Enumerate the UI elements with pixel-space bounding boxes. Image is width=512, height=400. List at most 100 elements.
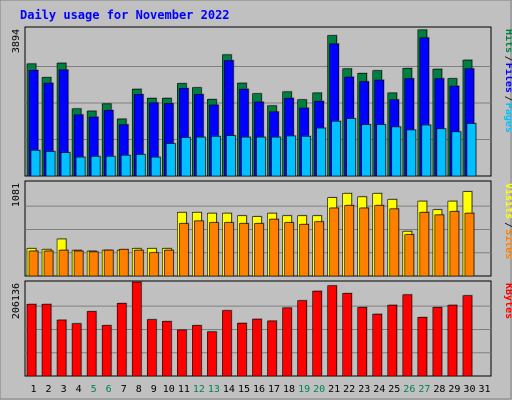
bar-pages-day-10 xyxy=(165,143,176,177)
bar-sites-day-12 xyxy=(194,220,204,277)
bar-pages-day-11 xyxy=(181,137,191,177)
bar-pages-day-23 xyxy=(361,124,372,177)
bar-pages-day-19 xyxy=(301,136,311,177)
bar-sites-day-25 xyxy=(389,208,400,277)
x-tick-label-day-20: 20 xyxy=(313,384,325,395)
legend: Visits /Sites xyxy=(503,183,512,259)
bar-sites-day-5 xyxy=(88,251,99,277)
x-tick-label-day-11: 11 xyxy=(178,384,190,395)
legend-visits: Visits xyxy=(503,183,512,219)
bar-pages-day-21 xyxy=(331,120,341,177)
bar-kbytes-day-6 xyxy=(101,325,112,377)
bar-kbytes-day-29 xyxy=(447,304,458,377)
bar-pages-day-12 xyxy=(196,136,206,177)
x-tick-label-day-28: 28 xyxy=(433,384,445,395)
bar-pages-day-29 xyxy=(451,131,462,177)
bar-sites-day-17 xyxy=(269,218,279,277)
x-tick-label-day-30: 30 xyxy=(463,384,475,395)
bar-kbytes-day-28 xyxy=(432,307,443,377)
bar-pages-day-14 xyxy=(226,135,236,177)
bar-kbytes-day-3 xyxy=(56,319,67,377)
bar-sites-day-4 xyxy=(73,250,84,277)
bar-kbytes-day-26 xyxy=(402,294,413,377)
bar-sites-day-3 xyxy=(58,249,69,277)
y-max-label: 3894 xyxy=(11,29,22,53)
bar-pages-day-8 xyxy=(135,154,146,177)
bar-pages-day-15 xyxy=(241,136,251,177)
bar-pages-day-26 xyxy=(406,129,417,177)
x-axis-labels: 1 2 3 4 5 6 7 8 9 10 11 12 13 14 15 16 17 18 19 20 21 22 23 24 2… xyxy=(31,384,491,395)
legend-files: Files xyxy=(503,63,512,93)
bar-sites-day-29 xyxy=(449,211,460,277)
bar-sites-day-6 xyxy=(103,249,114,277)
bar-kbytes-day-1 xyxy=(26,303,37,377)
legend-sites: Sites xyxy=(503,229,512,259)
bar-pages-day-16 xyxy=(256,136,266,177)
x-tick-label-day-22: 22 xyxy=(343,384,355,395)
bar-kbytes-day-7 xyxy=(116,303,127,377)
x-tick-label-day-2: 2 xyxy=(46,384,52,395)
y-max-label: 1081 xyxy=(11,183,22,207)
x-tick-label-day-5: 5 xyxy=(91,384,97,395)
bar-pages-day-2 xyxy=(45,151,56,177)
x-tick-label-day-10: 10 xyxy=(163,384,175,395)
bar-sites-day-21 xyxy=(329,207,339,277)
bar-kbytes-day-30 xyxy=(462,295,473,377)
x-tick-label-day-17: 17 xyxy=(268,384,280,395)
bar-kbytes-day-17 xyxy=(267,320,277,377)
bar-sites-day-18 xyxy=(284,222,294,277)
x-tick-label-day-15: 15 xyxy=(238,384,250,395)
panel-visits-sites: 1081 Visits /Sites xyxy=(11,180,512,277)
bar-kbytes-day-24 xyxy=(372,313,383,377)
bar-pages-day-24 xyxy=(376,124,387,177)
bar-sites-day-2 xyxy=(43,250,54,277)
x-tick-label-day-14: 14 xyxy=(223,384,235,395)
legend-separator: / xyxy=(503,222,512,228)
chart-title: Daily usage for November 2022 xyxy=(20,8,230,22)
bar-sites-day-27 xyxy=(419,212,430,277)
bar-kbytes-day-13 xyxy=(207,331,217,377)
bar-pages-day-5 xyxy=(90,156,101,177)
bar-pages-day-18 xyxy=(286,135,296,177)
bar-kbytes-day-8 xyxy=(131,281,142,377)
x-tick-label-day-7: 7 xyxy=(121,384,127,395)
bar-sites-day-1 xyxy=(28,250,39,277)
bar-pages-day-25 xyxy=(391,126,402,177)
bar-sites-day-13 xyxy=(209,222,219,277)
bar-kbytes-day-9 xyxy=(146,319,157,377)
bar-sites-day-15 xyxy=(239,223,249,277)
bar-sites-day-14 xyxy=(224,222,234,277)
panel-kbytes: 206136 KBytes xyxy=(11,280,512,377)
bar-sites-day-19 xyxy=(299,224,309,277)
bar-sites-day-11 xyxy=(179,223,189,277)
x-tick-label-day-31: 31 xyxy=(478,384,490,395)
bar-pages-day-4 xyxy=(75,156,86,177)
x-tick-label-day-27: 27 xyxy=(418,384,430,395)
bar-sites-day-22 xyxy=(344,205,354,277)
bar-pages-day-20 xyxy=(316,127,326,177)
bar-kbytes-day-25 xyxy=(387,304,398,377)
bar-kbytes-day-23 xyxy=(357,307,368,377)
x-tick-label-day-29: 29 xyxy=(448,384,460,395)
legend-hits: Hits xyxy=(503,29,512,53)
bar-pages-day-27 xyxy=(421,124,432,177)
bar-sites-day-26 xyxy=(404,234,415,277)
bar-kbytes-day-10 xyxy=(161,321,172,377)
bar-kbytes-day-16 xyxy=(252,318,262,377)
bar-kbytes-day-22 xyxy=(342,293,352,377)
legend: Hits/Files/Pages xyxy=(503,29,512,133)
bar-sites-day-10 xyxy=(163,249,174,277)
bar-sites-day-8 xyxy=(133,249,144,277)
bar-pages-day-9 xyxy=(150,156,161,177)
x-tick-label-day-9: 9 xyxy=(151,384,157,395)
bar-kbytes-day-2 xyxy=(41,303,52,377)
bar-pages-day-3 xyxy=(60,152,71,177)
bar-kbytes-day-15 xyxy=(237,322,247,377)
x-tick-label-day-13: 13 xyxy=(208,384,220,395)
x-tick-label-day-26: 26 xyxy=(403,384,415,395)
x-tick-label-day-6: 6 xyxy=(106,384,112,395)
bar-sites-day-9 xyxy=(148,252,159,277)
y-max-label: 206136 xyxy=(11,283,22,319)
bar-pages-day-28 xyxy=(436,128,447,177)
